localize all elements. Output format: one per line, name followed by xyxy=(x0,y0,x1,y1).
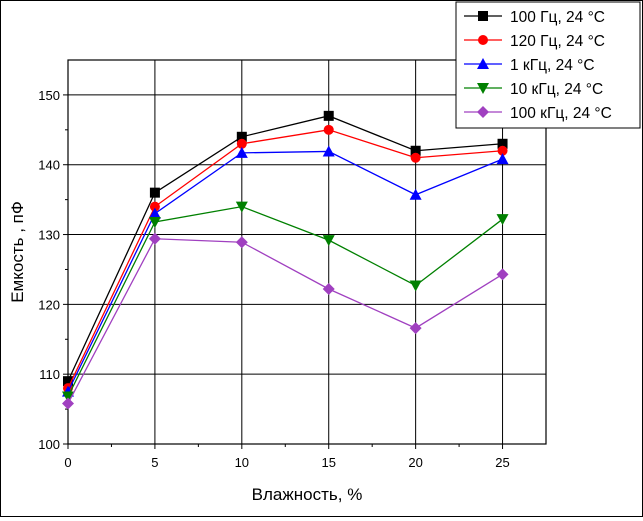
data-point xyxy=(235,201,248,213)
x-tick-label: 5 xyxy=(151,455,158,470)
data-point xyxy=(63,376,73,387)
series-1 xyxy=(63,110,508,387)
legend: 100 Гц, 24 °C 120 Гц, 24 °C 1 кГц, 24 °C 10… xyxy=(455,1,641,129)
data-point xyxy=(149,201,160,212)
axis-ticks: 0 5 10 15 20 25 100 110 120 130 140 150 xyxy=(38,88,509,470)
legend-label: 10 кГц, 24 °C xyxy=(510,81,603,98)
legend-item: 10 кГц, 24 °C xyxy=(464,81,603,98)
legend-marker xyxy=(477,83,489,94)
y-tick-label: 110 xyxy=(39,367,60,382)
legend-marker xyxy=(478,11,488,21)
plot-area xyxy=(67,59,547,445)
data-point xyxy=(148,207,161,219)
data-point xyxy=(62,397,74,410)
data-point xyxy=(148,232,161,245)
series-4 xyxy=(62,201,509,403)
x-tick-label: 10 xyxy=(235,455,249,470)
legend-item: 100 Гц, 24 °C xyxy=(464,9,605,26)
y-tick-label: 140 xyxy=(38,158,60,173)
y-tick-label: 150 xyxy=(38,88,60,103)
x-tick-label: 25 xyxy=(495,455,509,470)
legend-label: 1 кГц, 24 °C xyxy=(510,57,595,74)
data-point xyxy=(410,152,421,163)
x-tick-label: 0 xyxy=(64,455,71,470)
data-point xyxy=(496,268,509,281)
x-tick-label: 15 xyxy=(321,455,335,470)
data-point xyxy=(496,214,509,226)
data-point xyxy=(497,138,508,149)
data-point xyxy=(323,124,334,135)
data-point xyxy=(322,235,335,247)
data-point xyxy=(322,145,335,157)
legend-item: 100 кГц, 24 °C xyxy=(464,105,612,122)
x-axis-title: Влажность, % xyxy=(252,485,363,504)
data-point xyxy=(497,145,508,156)
data-point xyxy=(235,146,248,158)
legend-item: 120 Гц, 24 °C xyxy=(464,33,605,50)
series-3 xyxy=(62,145,509,397)
data-point xyxy=(410,145,421,156)
data-point xyxy=(496,153,509,165)
y-tick-label: 100 xyxy=(38,437,60,452)
x-tick-label: 20 xyxy=(408,455,422,470)
series-line xyxy=(67,150,503,392)
data-point xyxy=(323,110,334,121)
legend-label: 120 Гц, 24 °C xyxy=(510,33,605,50)
data-point xyxy=(409,280,422,292)
legend-label: 100 кГц, 24 °C xyxy=(510,105,612,122)
data-point xyxy=(236,131,247,142)
data-point xyxy=(235,236,248,249)
legend-marker xyxy=(477,106,489,118)
legend-marker xyxy=(478,35,488,45)
data-point xyxy=(409,188,422,200)
series-line xyxy=(67,238,503,404)
legend-marker xyxy=(477,58,489,69)
legend-item: 1 кГц, 24 °C xyxy=(464,57,595,74)
data-point xyxy=(409,322,422,335)
data-point xyxy=(62,391,74,403)
series-line xyxy=(67,115,503,382)
y-tick-label: 130 xyxy=(38,228,60,243)
data-point xyxy=(236,138,247,149)
legend-label: 100 Гц, 24 °C xyxy=(510,9,605,26)
series-line xyxy=(67,205,503,397)
y-axis-title: Емкость , пФ xyxy=(8,201,27,303)
data-point xyxy=(149,187,160,198)
series-line xyxy=(67,129,503,389)
series-group xyxy=(62,110,509,410)
data-point xyxy=(148,216,161,228)
data-point xyxy=(322,283,335,296)
series-5 xyxy=(62,232,509,410)
y-tick-label: 120 xyxy=(38,297,60,312)
